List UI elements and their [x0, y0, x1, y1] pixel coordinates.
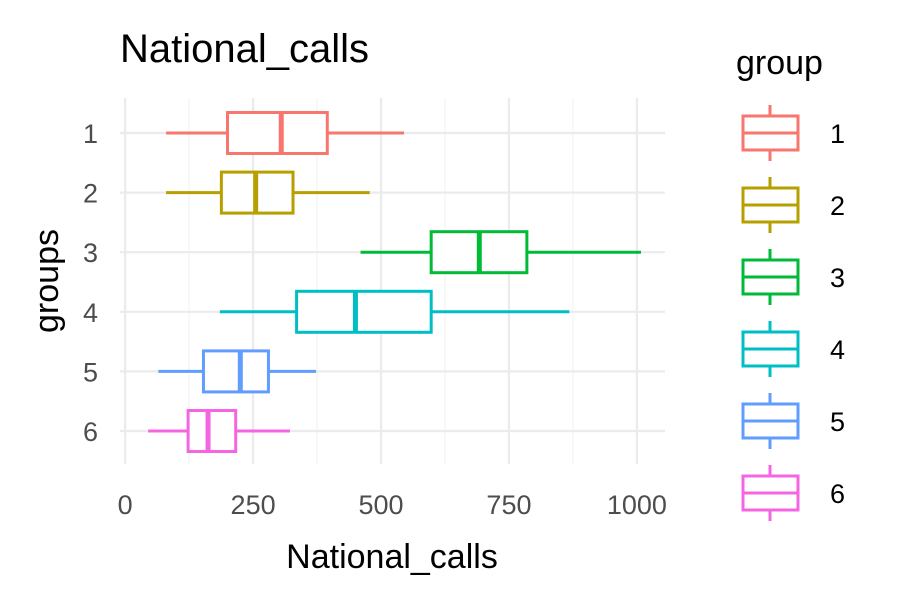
- x-tick-label: 250: [231, 490, 276, 520]
- x-tick-label: 0: [118, 490, 133, 520]
- box-group-3: [360, 230, 641, 275]
- legend-key-6: [741, 465, 800, 521]
- legend-key-5: [741, 393, 800, 449]
- y-tick-label: 3: [83, 238, 98, 268]
- legend-label: 4: [830, 335, 845, 365]
- box: [226, 111, 329, 155]
- box-group-6: [148, 409, 290, 453]
- legend-label: 5: [830, 407, 845, 437]
- box-group-1: [166, 111, 405, 155]
- y-tick-label: 6: [83, 417, 98, 447]
- box-group-5: [158, 349, 317, 394]
- box: [186, 409, 238, 453]
- legend-key-3: [741, 249, 800, 305]
- legend-label: 6: [830, 479, 845, 509]
- box: [201, 349, 270, 394]
- x-tick-labels: 0 250 500 750 1000: [118, 490, 667, 520]
- legend-label: 1: [830, 119, 845, 149]
- x-tick-label: 500: [358, 490, 403, 520]
- y-tick-label: 2: [83, 179, 98, 209]
- legend-title: group: [736, 44, 823, 82]
- legend-key-4: [741, 321, 800, 377]
- boxes: [148, 111, 641, 453]
- x-axis-title: National_calls: [286, 538, 498, 576]
- legend-label: 2: [830, 191, 845, 221]
- y-tick-label: 4: [83, 298, 98, 328]
- x-tick-label: 1000: [607, 490, 667, 520]
- legend-label: 3: [830, 263, 845, 293]
- legend-key-2: [741, 177, 800, 233]
- y-tick-labels: 1 2 3 4 5 6: [83, 119, 98, 447]
- chart-title: National_calls: [120, 27, 369, 71]
- legend: 1 2 3 4 5 6: [741, 105, 845, 521]
- box-group-4: [219, 289, 570, 334]
- legend-key-1: [741, 105, 800, 161]
- y-axis-title: groups: [28, 229, 66, 333]
- x-tick-label: 750: [486, 490, 531, 520]
- box-group-2: [166, 170, 370, 215]
- y-tick-label: 1: [83, 119, 98, 149]
- y-tick-label: 5: [83, 357, 98, 387]
- box: [295, 289, 433, 334]
